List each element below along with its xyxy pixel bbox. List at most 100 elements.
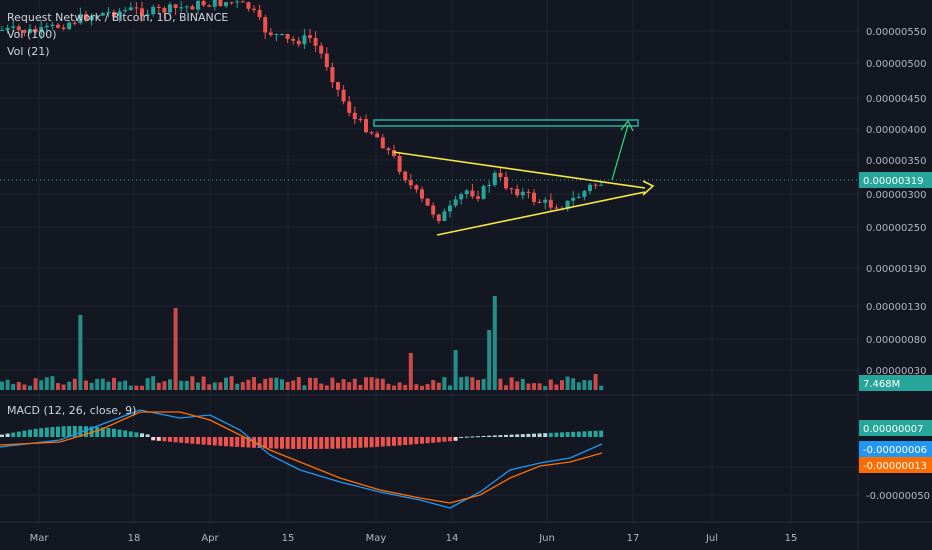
volume-bar[interactable] (173, 308, 178, 390)
volume-bar[interactable] (123, 380, 128, 390)
macd-histogram-bar[interactable] (369, 437, 374, 448)
candle-body[interactable] (481, 186, 486, 199)
macd-histogram-bar[interactable] (274, 437, 279, 449)
volume-bar[interactable] (280, 379, 284, 390)
time-axis[interactable]: Mar 18 Apr 15 May 14 Jun 17 Jul 15 (30, 533, 798, 544)
candle-body[interactable] (548, 199, 553, 208)
signal-line[interactable] (0, 411, 603, 504)
candle-body[interactable] (246, 2, 251, 9)
candle-body[interactable] (576, 196, 581, 199)
volume-bar[interactable] (252, 377, 256, 390)
volume-bar[interactable] (442, 377, 447, 390)
macd-histogram-bar[interactable] (341, 437, 346, 449)
candle-body[interactable] (218, 0, 223, 6)
candle-body[interactable] (582, 190, 587, 197)
macd-histogram-bar[interactable] (285, 437, 290, 449)
macd-histogram-bar[interactable] (481, 435, 486, 437)
candle-body[interactable] (520, 191, 525, 196)
volume-bar[interactable] (526, 383, 531, 390)
macd-histogram-bar[interactable] (487, 435, 492, 437)
macd-histogram-bar[interactable] (470, 436, 475, 438)
candle-body[interactable] (425, 198, 430, 206)
macd-histogram-bar[interactable] (504, 434, 508, 437)
macd-histogram-bar[interactable] (498, 435, 503, 437)
volume-bar[interactable] (481, 378, 486, 390)
candle-body[interactable] (532, 192, 536, 202)
candle-body[interactable] (593, 184, 598, 186)
macd-histogram-bar[interactable] (330, 437, 335, 449)
volume-bar[interactable] (313, 377, 318, 390)
macd-histogram-bar[interactable] (543, 433, 548, 437)
macd-histogram-bar[interactable] (212, 437, 217, 446)
candle-body[interactable] (274, 34, 279, 36)
volume-bar[interactable] (330, 377, 335, 390)
candle-body[interactable] (515, 188, 520, 196)
volume-bar[interactable] (89, 382, 94, 390)
candle-body[interactable] (112, 11, 116, 17)
volume-bar[interactable] (302, 385, 307, 390)
candle-body[interactable] (487, 184, 492, 187)
macd-histogram-bar[interactable] (207, 437, 212, 446)
macd-line-badge[interactable]: -0.00000006 (859, 441, 932, 457)
macd-histogram-bar[interactable] (380, 437, 385, 447)
macd-histogram-bar[interactable] (190, 437, 195, 444)
signal-line-badge[interactable]: -0.00000013 (859, 457, 932, 473)
candle-body[interactable] (302, 35, 307, 45)
candle-body[interactable] (224, 2, 228, 6)
volume-bar[interactable] (548, 379, 553, 390)
last-price-badge[interactable]: 0.00000319 (859, 172, 932, 188)
macd-histogram-bar[interactable] (89, 426, 94, 437)
macd-histogram-bar[interactable] (128, 431, 133, 437)
candle-body[interactable] (470, 190, 475, 197)
volume-bar[interactable] (369, 377, 374, 390)
volume-bar[interactable] (67, 381, 72, 390)
last-volume-badge[interactable]: 7.468M (859, 375, 932, 391)
macd-histogram-bar[interactable] (39, 428, 44, 437)
candle-body[interactable] (341, 89, 346, 102)
candle-body[interactable] (459, 194, 464, 200)
volume-bar[interactable] (95, 378, 100, 390)
volume-bar[interactable] (112, 377, 116, 390)
volume-bar[interactable] (431, 379, 436, 390)
candle-body[interactable] (599, 184, 604, 186)
macd-histogram-bar[interactable] (386, 437, 391, 447)
candle-body[interactable] (240, 1, 245, 3)
candle-body[interactable] (330, 67, 335, 83)
candle-body[interactable] (408, 180, 413, 186)
candle-body[interactable] (347, 101, 352, 113)
volume-bar[interactable] (134, 385, 139, 390)
volume-bar[interactable] (459, 377, 464, 390)
macd-histogram-bar[interactable] (453, 437, 458, 441)
macd-histogram-bar[interactable] (201, 437, 206, 445)
candle-body[interactable] (173, 4, 178, 8)
volume-bar[interactable] (347, 382, 352, 390)
candle-body[interactable] (352, 112, 357, 120)
candle-body[interactable] (358, 119, 363, 121)
candle-body[interactable] (128, 7, 133, 11)
macd-histogram-bar[interactable] (459, 436, 464, 438)
candle-body[interactable] (308, 35, 312, 38)
candle-body[interactable] (196, 0, 200, 10)
macd-histogram-bar[interactable] (571, 431, 576, 437)
candle-body[interactable] (313, 37, 318, 46)
volume-bar[interactable] (515, 381, 520, 390)
volume-bar[interactable] (319, 383, 324, 390)
candle-body[interactable] (296, 40, 301, 45)
macd-label[interactable]: MACD (12, 26, close, 9) (7, 404, 136, 417)
candle-body[interactable] (380, 137, 385, 149)
macd-histogram-bar[interactable] (403, 437, 408, 446)
candle-body[interactable] (11, 26, 16, 28)
macd-histogram-bar[interactable] (425, 437, 430, 444)
volume-bar[interactable] (84, 380, 88, 390)
macd-histogram-bar[interactable] (352, 437, 357, 448)
candle-body[interactable] (324, 53, 329, 68)
volume-bar[interactable] (560, 380, 564, 390)
candle-body[interactable] (156, 6, 161, 8)
macd-histogram-bar[interactable] (291, 437, 296, 449)
volume-bar[interactable] (403, 384, 408, 390)
volume-bar[interactable] (308, 377, 312, 390)
macd-histogram-bar[interactable] (95, 426, 100, 437)
volume-bar[interactable] (162, 381, 167, 390)
macd-histogram-bar[interactable] (56, 426, 60, 437)
